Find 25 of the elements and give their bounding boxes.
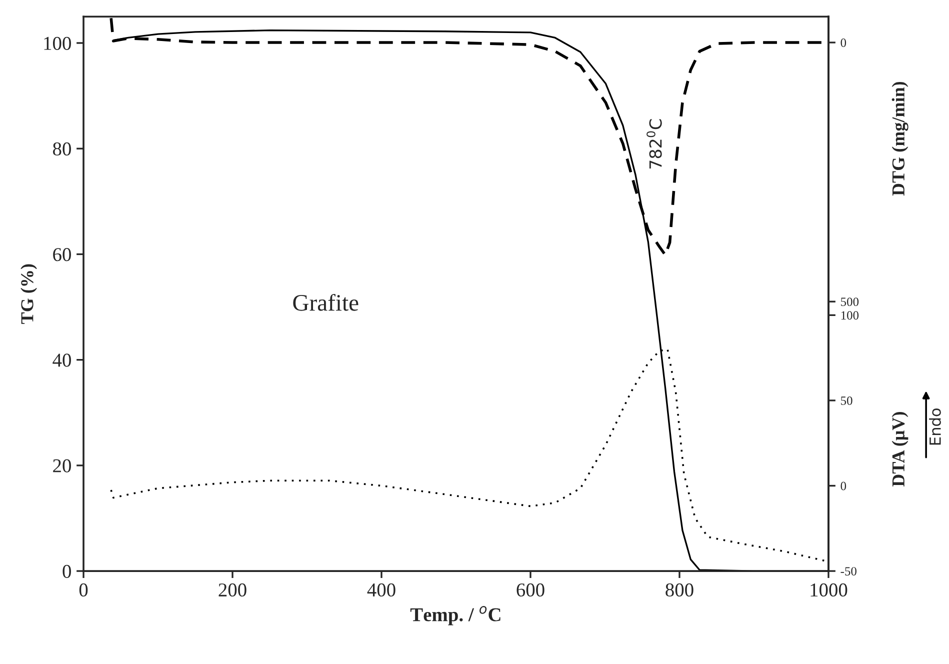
y-tick-label: 80 (53, 142, 71, 156)
y2-axis-title: DTA (μV) (892, 412, 908, 487)
x-tick-label: 200 (218, 583, 246, 597)
text: Endo (929, 408, 941, 445)
y-tick-label: 60 (53, 248, 71, 262)
y3-axis-title: DTG (mg/min) (892, 82, 908, 196)
y2-tick-label: 0 (840, 482, 846, 490)
x-tick-label: 600 (516, 583, 544, 597)
annotation: 782$^{0}$C (646, 119, 662, 169)
y-tick-label: 20 (53, 459, 71, 472)
x-tick-label: 0 (79, 583, 88, 597)
y-tick-label: 0 (62, 564, 71, 578)
y2-tick-label: 50 (841, 396, 852, 405)
x-tick-label: 1000 (810, 583, 848, 597)
y-axis-title: TG (%) (20, 264, 37, 324)
y-tick-label: 40 (52, 354, 71, 367)
x-axis-title: Temp. / $^{o}$C (410, 606, 500, 626)
y2-tick-label: 100 (841, 311, 859, 320)
y3-tick-label: 500 (841, 298, 859, 306)
y-tick-label: 100 (44, 36, 71, 50)
x-tick-label: 400 (367, 583, 396, 597)
x-tick-label: 800 (666, 583, 694, 597)
y2-tick-label: -50 (840, 567, 856, 576)
y3-tick-label: 0 (840, 38, 846, 47)
annotation: Grafite (293, 294, 358, 311)
